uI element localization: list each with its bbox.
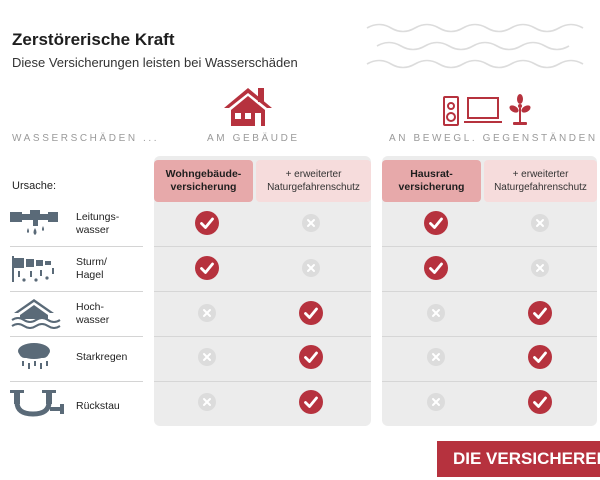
not-covered-x-icon — [531, 214, 549, 232]
section-label-damage: WASSERSCHÄDEN ... — [12, 133, 160, 144]
not-covered-x-icon — [531, 259, 549, 277]
not-covered-x-icon — [302, 214, 320, 232]
covered-check-icon — [195, 256, 219, 280]
waves-decoration — [366, 23, 584, 69]
row-separator — [10, 291, 143, 292]
not-covered-x-icon — [427, 304, 445, 322]
row-label-pipe-water: Leitungs- wasser — [76, 211, 120, 236]
row-separator — [10, 336, 143, 337]
section-label-building: AM GEBÄUDE — [207, 133, 300, 144]
household-goods-icon — [443, 94, 531, 126]
header-household-contents-insurance: Hausrat- versicherung — [382, 160, 481, 202]
row-label-heavy-rain: Starkregen — [76, 351, 128, 363]
row-separator — [10, 381, 143, 382]
row-label-backflow: Rückstau — [76, 400, 120, 412]
storm-hail-icon — [12, 256, 54, 282]
row-separator — [154, 381, 371, 382]
header-contents-extended-natural-hazards: + erweiterter Naturgefahrenschutz — [484, 160, 597, 202]
brand-logo: DIE VERSICHERER — [437, 441, 600, 477]
covered-check-icon — [424, 256, 448, 280]
not-covered-x-icon — [198, 348, 216, 366]
covered-check-icon — [528, 390, 552, 414]
row-separator — [382, 246, 597, 247]
not-covered-x-icon — [198, 304, 216, 322]
header-building-extended-natural-hazards: + erweiterter Naturgefahrenschutz — [256, 160, 371, 202]
not-covered-x-icon — [198, 393, 216, 411]
covered-check-icon — [195, 211, 219, 235]
covered-check-icon — [299, 301, 323, 325]
row-separator — [154, 291, 371, 292]
rain-cloud-icon — [18, 343, 50, 369]
header-residential-building-insurance: Wohngebäude- versicherung — [154, 160, 253, 202]
row-separator — [10, 246, 143, 247]
backflow-pipe-icon — [10, 390, 64, 417]
row-separator — [382, 381, 597, 382]
page-subtitle: Diese Versicherungen leisten bei Wassers… — [12, 55, 298, 70]
row-separator — [154, 246, 371, 247]
water-pipe-icon — [10, 210, 58, 235]
row-label-storm-hail: Sturm/ Hagel — [76, 256, 107, 281]
covered-check-icon — [299, 390, 323, 414]
house-icon — [224, 88, 272, 126]
covered-check-icon — [528, 345, 552, 369]
covered-check-icon — [424, 211, 448, 235]
row-separator — [382, 336, 597, 337]
flood-house-icon — [11, 299, 61, 329]
cause-label: Ursache: — [12, 180, 57, 192]
page-title: Zerstörerische Kraft — [12, 30, 175, 49]
row-label-flood: Hoch- wasser — [76, 301, 110, 326]
not-covered-x-icon — [302, 259, 320, 277]
covered-check-icon — [528, 301, 552, 325]
not-covered-x-icon — [427, 393, 445, 411]
row-separator — [382, 291, 597, 292]
covered-check-icon — [299, 345, 323, 369]
not-covered-x-icon — [427, 348, 445, 366]
section-label-movables: AN BEWEGL. GEGENSTÄNDEN — [389, 133, 598, 144]
row-separator — [154, 336, 371, 337]
